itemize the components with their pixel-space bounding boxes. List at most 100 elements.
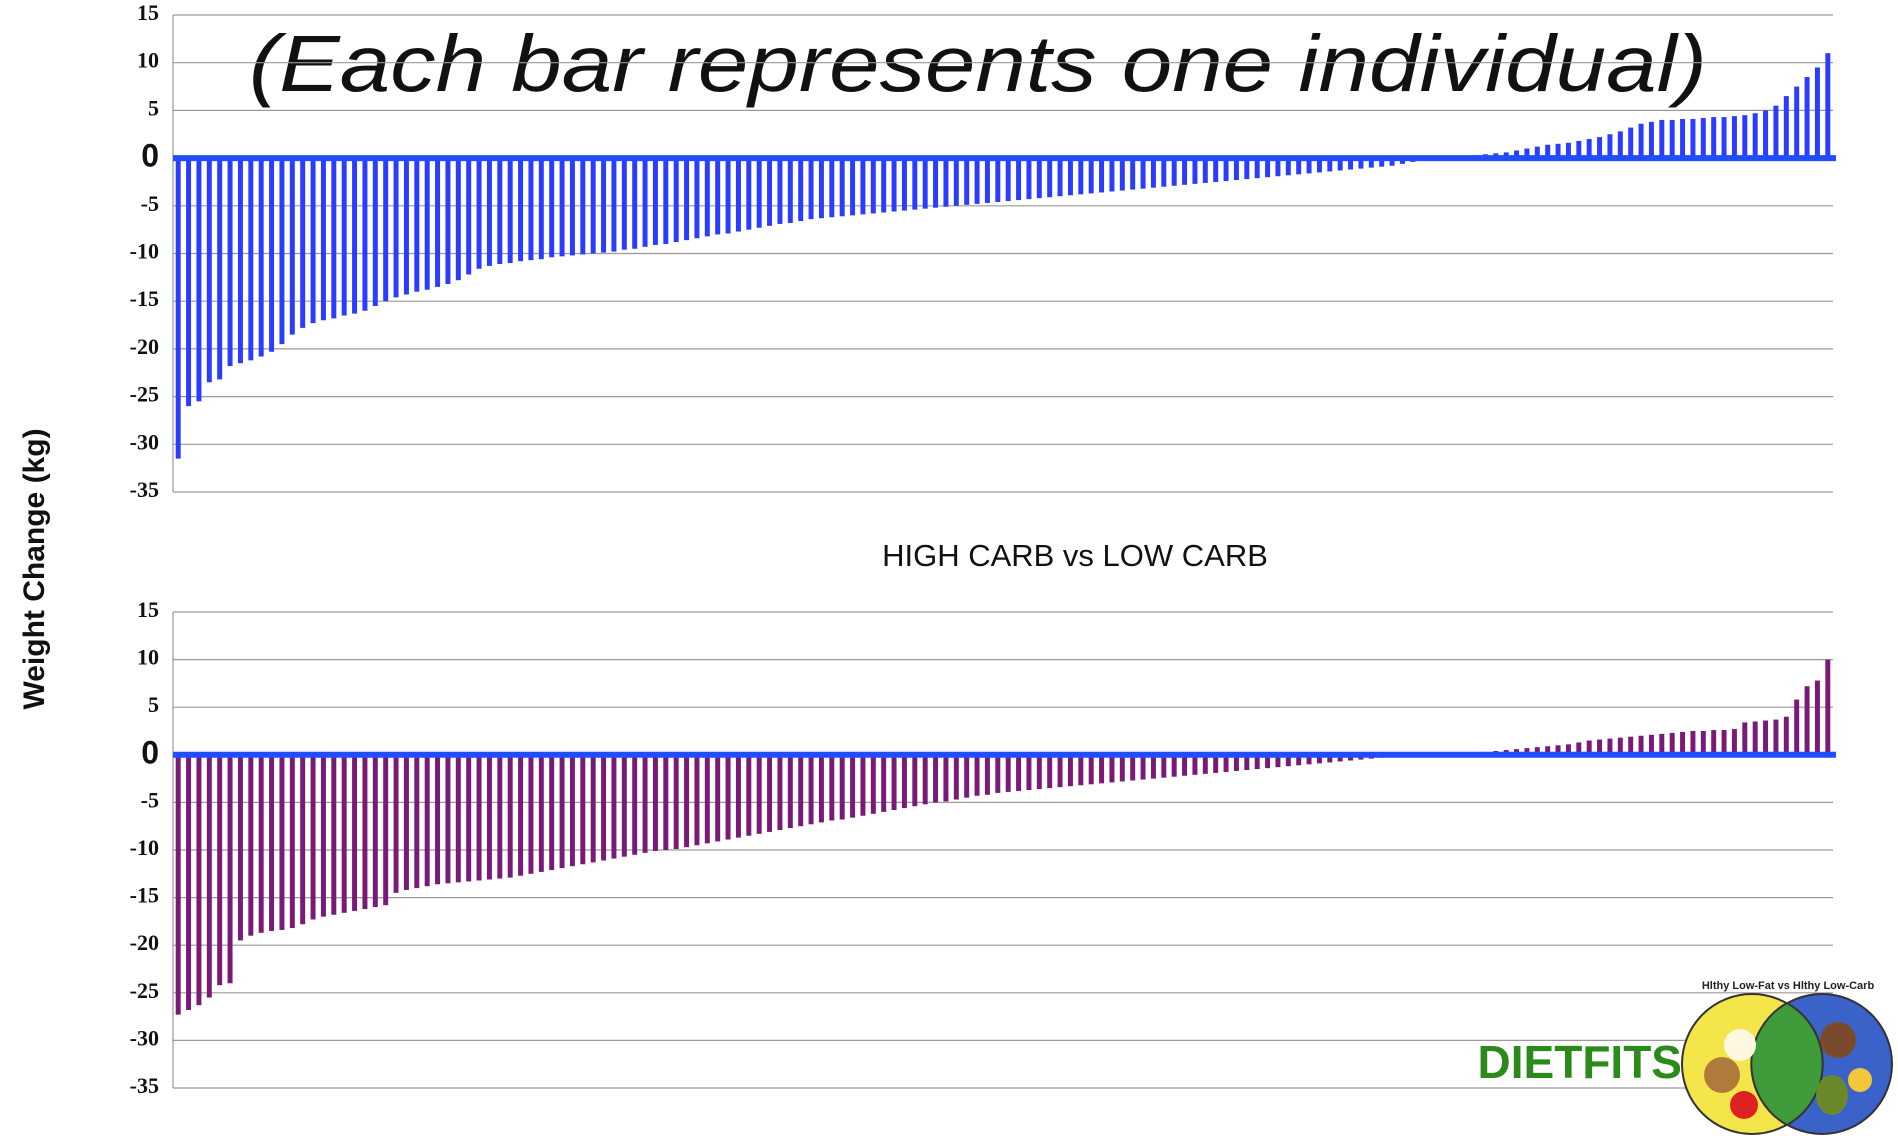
bar	[954, 158, 959, 206]
bar	[1006, 158, 1011, 201]
bar	[383, 755, 388, 905]
bar	[684, 158, 689, 240]
bar	[539, 755, 544, 872]
bar	[746, 158, 751, 230]
bar	[1016, 158, 1021, 200]
bar	[217, 755, 222, 985]
bar	[518, 755, 523, 876]
logo-icon	[1730, 1091, 1758, 1119]
bar	[1701, 731, 1706, 755]
bar	[1099, 158, 1104, 192]
bar	[715, 158, 720, 234]
bar	[1742, 722, 1747, 754]
bar	[1120, 755, 1125, 782]
bar	[985, 755, 990, 795]
bar	[1016, 755, 1021, 791]
bar	[1805, 77, 1810, 158]
y-tick-label: -20	[130, 930, 159, 955]
bar	[985, 158, 990, 203]
bar	[1784, 96, 1789, 158]
bar	[757, 158, 762, 228]
bar	[632, 158, 637, 249]
bar	[1597, 137, 1602, 158]
logo-tagline: Hlthy Low-Fat vs Hlthy Low-Carb	[1702, 980, 1875, 992]
y-tick-label: -35	[130, 477, 159, 502]
bar	[1659, 120, 1664, 158]
bar	[228, 755, 233, 983]
bar	[694, 755, 699, 845]
bar	[435, 755, 440, 884]
bar	[404, 755, 409, 890]
bar	[549, 755, 554, 870]
bar	[829, 158, 834, 217]
bar	[279, 158, 284, 344]
y-tick-label: 15	[137, 597, 159, 622]
bar	[1701, 118, 1706, 158]
bar	[1078, 755, 1083, 785]
y-tick-label: -10	[130, 239, 159, 264]
bar	[352, 158, 357, 314]
bar	[601, 158, 606, 252]
bar	[445, 755, 450, 884]
bar	[331, 158, 336, 318]
bar	[798, 158, 803, 221]
bar	[611, 755, 616, 859]
bar	[259, 755, 264, 933]
bar	[902, 755, 907, 808]
chart-title: HIGH CARB vs LOW CARB	[882, 538, 1268, 573]
bar	[1784, 717, 1789, 755]
y-tick-label: -25	[130, 382, 159, 407]
bar	[1172, 158, 1177, 186]
bar	[1068, 158, 1073, 195]
bar	[892, 755, 897, 810]
bar	[1607, 134, 1612, 158]
logo-icon	[1704, 1057, 1740, 1093]
bar	[248, 755, 253, 936]
bar	[279, 755, 284, 930]
bar	[414, 158, 419, 292]
bar	[570, 158, 575, 255]
y-tick-label: -15	[130, 286, 159, 311]
bar	[798, 755, 803, 826]
bar	[788, 158, 793, 223]
bar	[1711, 117, 1716, 158]
logo-icon	[1724, 1029, 1756, 1061]
bar	[497, 755, 502, 879]
bar	[342, 158, 347, 315]
page: {"chart_data": [ {"type": "bar", "annota…	[0, 0, 1898, 1140]
bar	[1151, 755, 1156, 779]
bar	[1815, 67, 1820, 158]
y-tick-label: -15	[130, 883, 159, 908]
y-tick-label: 0	[141, 734, 159, 770]
bar	[1773, 106, 1778, 158]
bar	[207, 755, 212, 998]
bar	[477, 158, 482, 269]
bar	[528, 158, 533, 260]
bar	[1753, 113, 1758, 158]
bar	[570, 755, 575, 866]
bar	[1690, 119, 1695, 158]
bar	[643, 158, 648, 247]
bar	[726, 158, 731, 233]
bar	[414, 755, 419, 888]
bar	[1815, 681, 1820, 755]
bar	[1026, 158, 1031, 199]
bar	[1722, 730, 1727, 755]
bar	[995, 755, 1000, 793]
bar	[311, 755, 316, 920]
bar	[1161, 158, 1166, 187]
bar	[435, 158, 440, 287]
bar	[383, 158, 388, 301]
bar	[186, 755, 191, 1010]
y-tick-label: -10	[130, 835, 159, 860]
y-tick-label: -30	[130, 429, 159, 454]
bar	[1089, 755, 1094, 785]
bar	[995, 158, 1000, 202]
bar	[176, 158, 181, 459]
bar	[456, 755, 461, 883]
bar	[207, 158, 212, 382]
bar	[1058, 755, 1063, 787]
bar	[477, 755, 482, 881]
bar	[1753, 721, 1758, 754]
bar	[622, 158, 627, 250]
